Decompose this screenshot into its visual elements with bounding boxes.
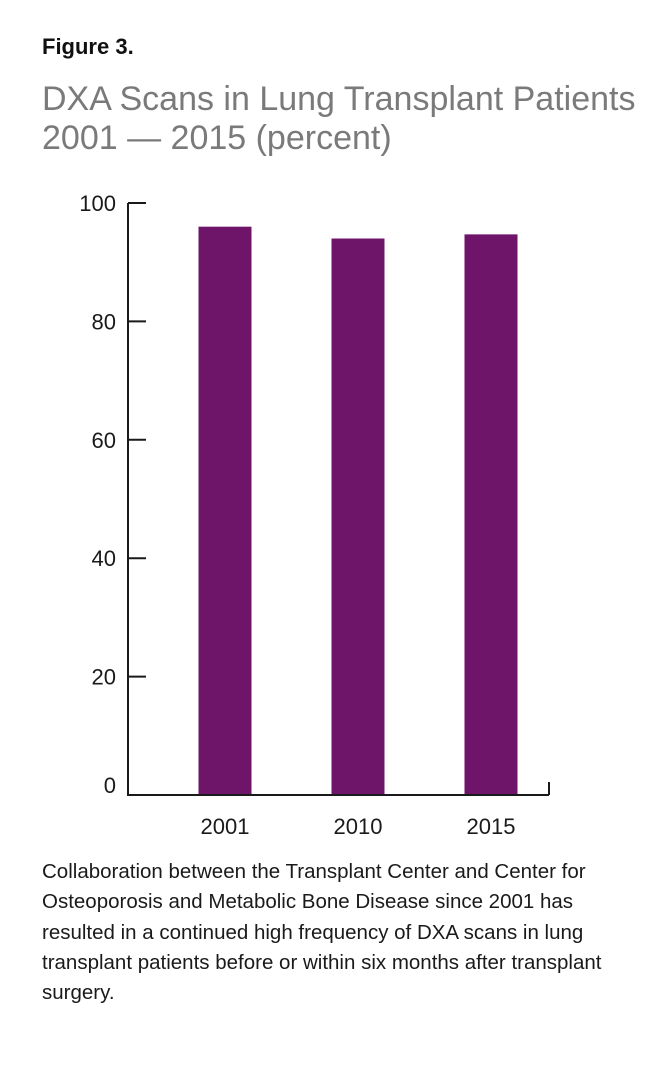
chart-title-line-1: DXA Scans in Lung Transplant Patients	[42, 80, 636, 118]
y-tick-label: 20	[92, 665, 116, 690]
chart-title: DXA Scans in Lung Transplant Patients 20…	[42, 80, 642, 158]
figure-caption: Collaboration between the Transplant Cen…	[42, 860, 602, 1005]
x-tick-label: 2015	[467, 814, 516, 839]
bar-chart: 0 20 40 60 80 100 2001 2010 2015	[79, 191, 550, 839]
x-axis: 2001 2010 2015	[127, 782, 550, 839]
y-tick-label: 0	[104, 773, 116, 798]
x-tick-label: 2001	[201, 814, 250, 839]
y-tick-label: 60	[92, 428, 116, 453]
figure-label: Figure 3.	[42, 34, 134, 59]
bar-2015	[464, 234, 518, 796]
x-tick-label: 2010	[334, 814, 383, 839]
bars	[198, 226, 518, 796]
y-tick-label: 100	[79, 191, 116, 216]
y-tick-label: 80	[92, 309, 116, 334]
y-tick-label: 40	[92, 546, 116, 571]
chart-title-line-2: 2001 — 2015 (percent)	[42, 119, 392, 157]
bar-2001	[198, 226, 252, 795]
bar-2010	[331, 238, 385, 795]
y-axis: 0 20 40 60 80 100	[79, 191, 146, 798]
